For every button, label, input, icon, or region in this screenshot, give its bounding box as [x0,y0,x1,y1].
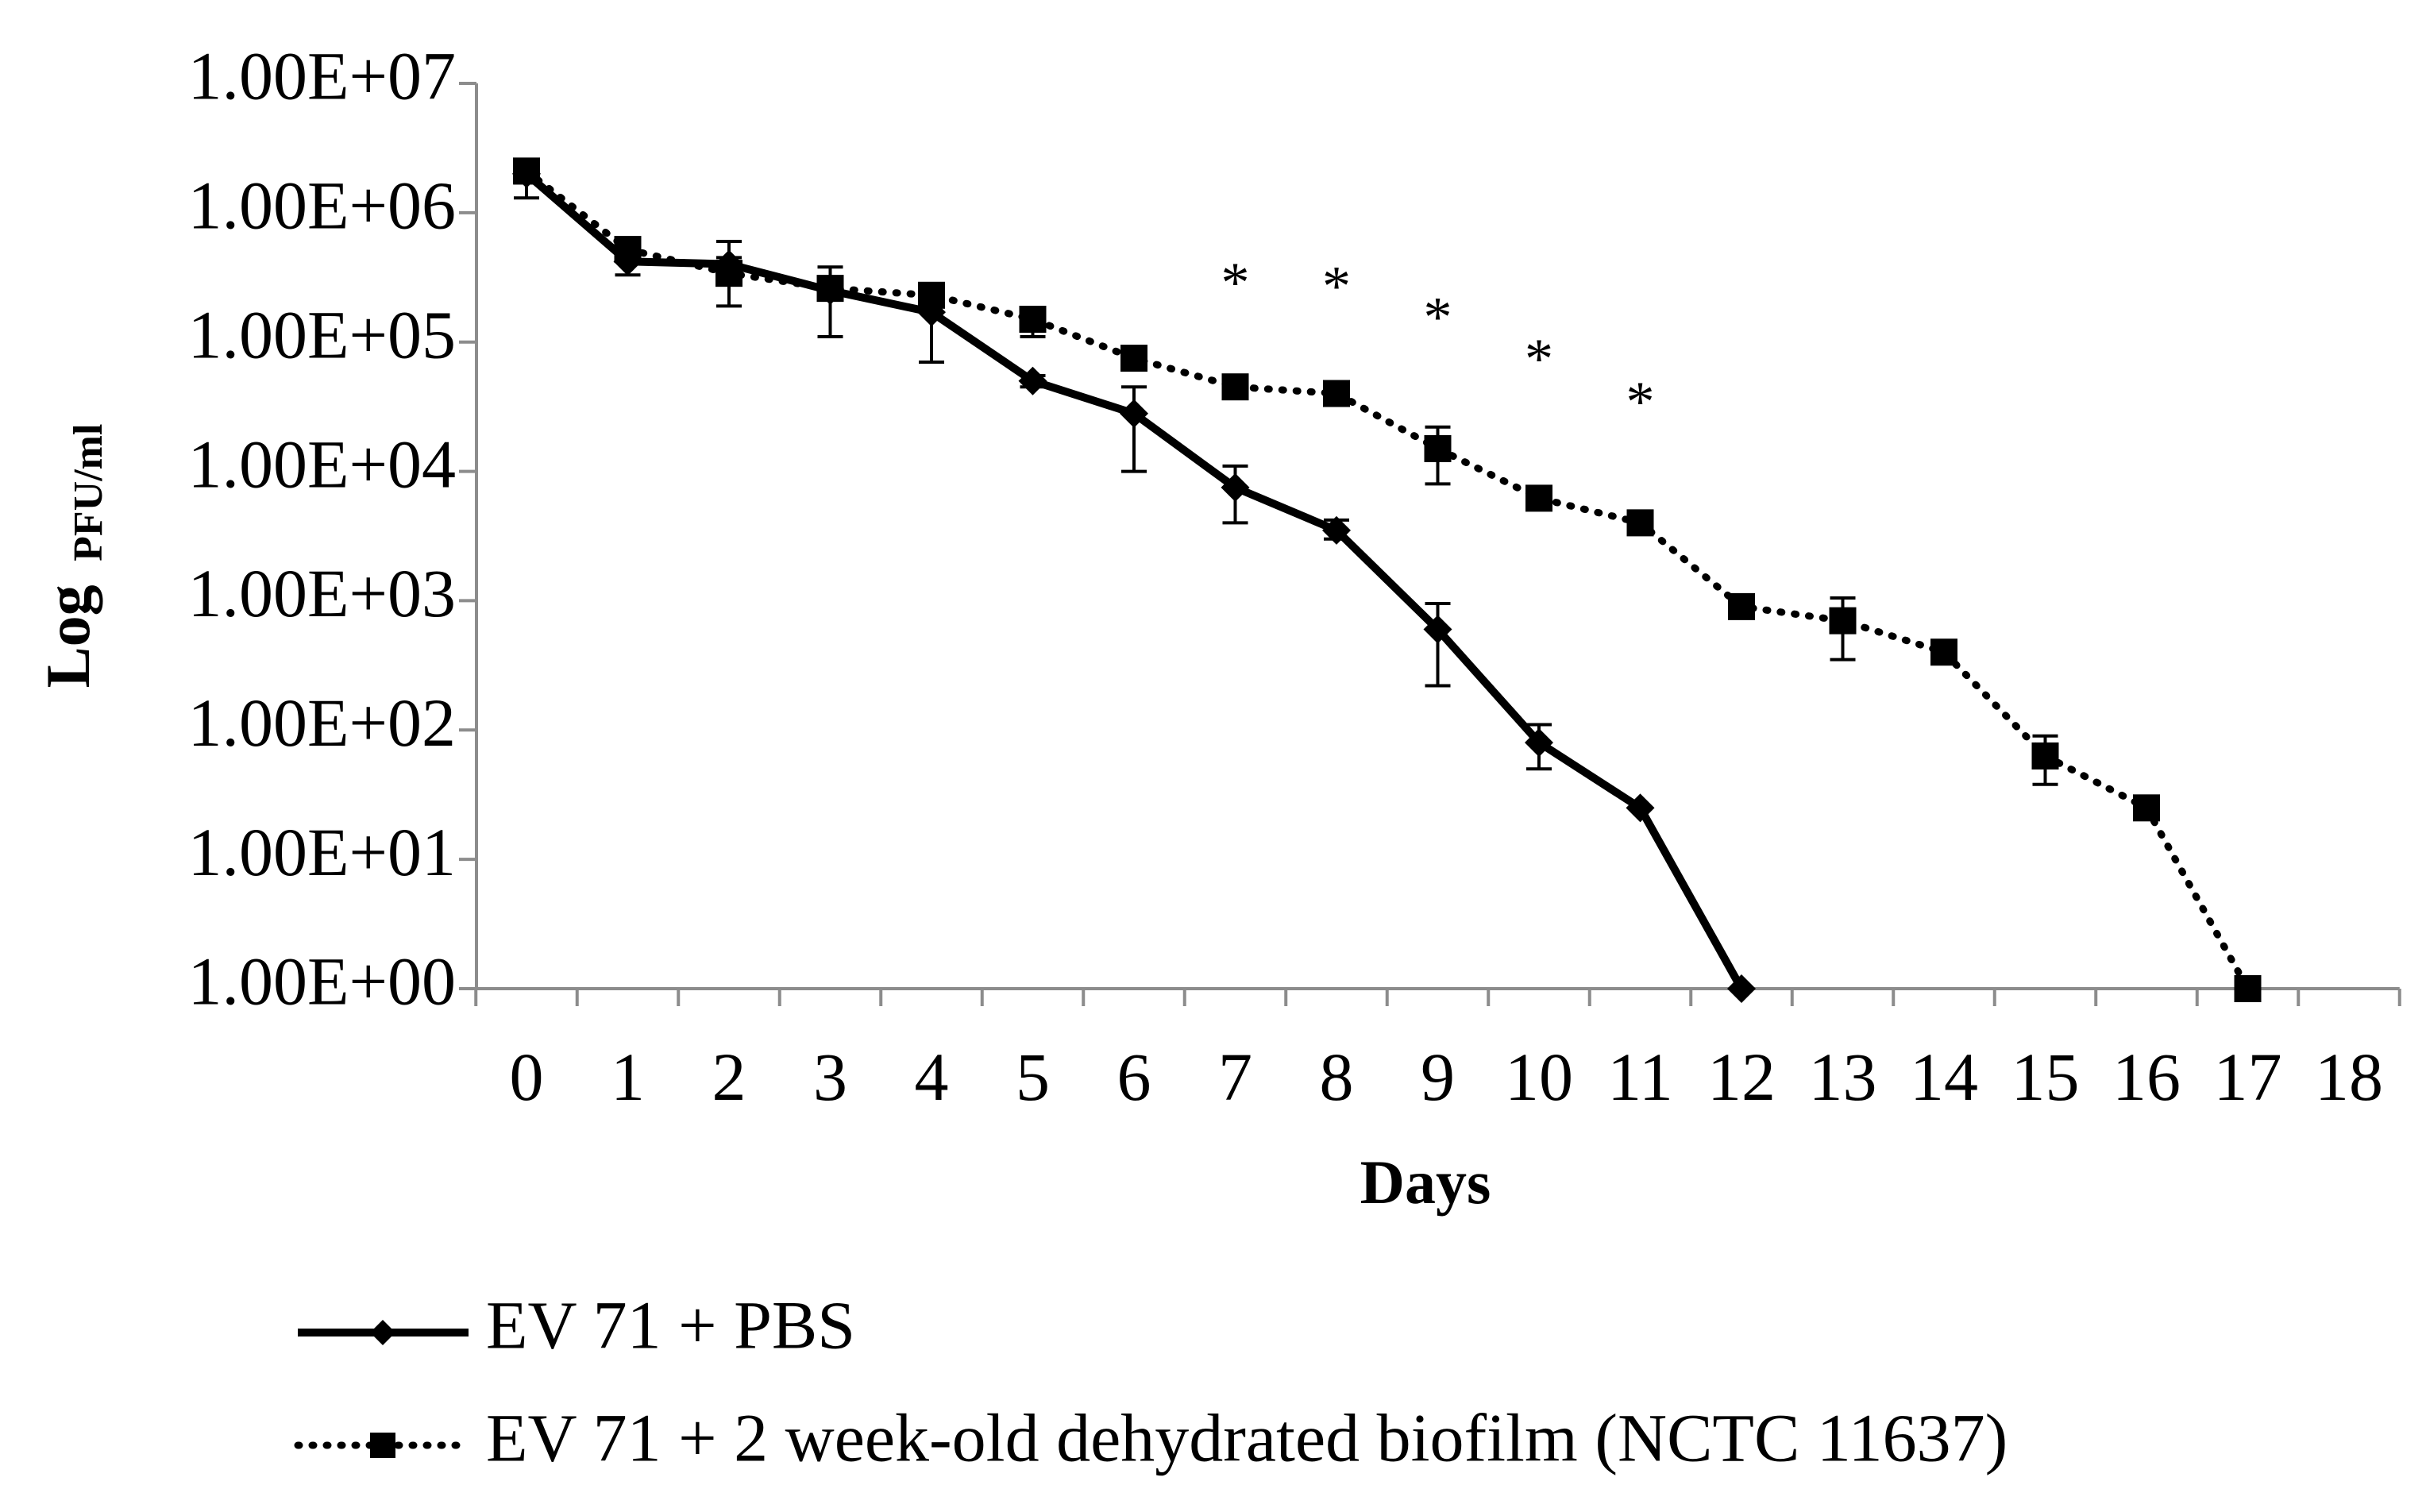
x-tick-label: 9 [1421,1039,1455,1115]
y-tick-label: 1.00E+00 [187,943,456,1020]
x-tick-label: 6 [1117,1039,1151,1115]
significance-asterisk: * [1322,254,1351,318]
data-point-biofilm [918,281,945,309]
legend-item-biofilm[interactable]: EV 71 + 2 week-old dehydrated biofilm (N… [294,1400,2008,1476]
significance-asterisk: * [1424,285,1452,349]
data-point-biofilm [1829,607,1857,634]
data-point-biofilm [1930,638,1957,666]
x-tick-label: 2 [712,1039,746,1115]
series-line-0 [523,171,1745,991]
data-point-biofilm [1525,484,1552,512]
series-line-1 [523,167,2251,993]
data-point-biofilm [1626,509,1654,537]
y-tick-label: 1.00E+07 [187,38,456,114]
series-lines [523,167,2251,993]
x-tick-label: 7 [1218,1039,1252,1115]
x-tick-label: 11 [1607,1039,1673,1115]
data-point-biofilm [1728,592,1755,620]
data-point-biofilm [1424,434,1452,462]
y-axis-title-sub: PFU/ml [66,424,111,561]
data-point-biofilm [1323,380,1350,407]
y-tick-label: 1.00E+04 [187,426,456,502]
significance-asterisk: * [1221,251,1250,314]
x-tick-label: 16 [2112,1039,2181,1115]
data-point-pbs [1423,615,1452,644]
x-tick-label: 10 [1505,1039,1573,1115]
data-point-pbs [1221,472,1250,502]
data-point-biofilm [2133,794,2160,822]
legend-item-pbs[interactable]: EV 71 + PBS [298,1287,855,1364]
significance-asterisk: * [1626,370,1655,434]
data-point-biofilm [816,275,844,303]
legend-label-biofilm: EV 71 + 2 week-old dehydrated biofilm (N… [486,1400,2008,1476]
data-point-biofilm [1120,345,1147,372]
data-point-biofilm [2031,742,2059,770]
data-point-biofilm [715,260,742,287]
data-point-biofilm [2234,975,2262,1002]
x-tick-label: 4 [915,1039,949,1115]
data-point-biofilm [513,157,540,185]
x-tick-label: 0 [510,1039,544,1115]
data-point-biofilm [614,236,642,264]
y-tick-label: 1.00E+05 [187,296,456,372]
x-tick-label: 18 [2315,1039,2383,1115]
y-tick-label: 1.00E+01 [187,814,456,890]
x-tick-label: 1 [611,1039,645,1115]
svg-text:Log PFU/ml: Log PFU/ml [33,424,111,688]
x-axis: 0 1 2 3 4 5 6 7 8 9 10 11 12 13 14 15 16 17 18 [474,987,2401,1115]
y-axis-title: Log PFU/ml [33,424,111,688]
x-tick-label: 3 [813,1039,847,1115]
data-point-biofilm [1221,373,1249,401]
legend-label-pbs: EV 71 + PBS [486,1287,855,1364]
x-tick-label: 8 [1320,1039,1354,1115]
y-tick-label: 1.00E+03 [187,555,456,631]
data-point-pbs [1018,366,1047,395]
data-point-biofilm [1019,306,1047,334]
x-tick-label: 14 [1910,1039,1978,1115]
y-tick-label: 1.00E+06 [187,168,456,244]
markers [512,157,2262,1003]
data-point-pbs [1727,974,1756,1003]
x-tick-label: 12 [1707,1039,1776,1115]
data-point-pbs [1322,515,1351,545]
legend-swatch-marker-pbs [370,1320,395,1345]
y-tick-label: 1.00E+02 [187,685,456,761]
data-point-pbs [1120,399,1148,428]
legend: EV 71 + PBS EV 71 + 2 week-old dehydrate… [294,1287,2008,1476]
data-point-pbs [1626,793,1655,823]
x-tick-label: 15 [2011,1039,2080,1115]
y-axis-title-main: Log [33,584,102,688]
annotations: * * * * * [1221,251,1655,434]
x-tick-label: 17 [2214,1039,2282,1115]
legend-swatch-marker-biofilm [370,1433,395,1458]
significance-asterisk: * [1525,327,1553,391]
y-axis: 1.00E+00 1.00E+01 1.00E+02 1.00E+03 1.00E+04… [187,38,478,1020]
x-axis-title: Days [1360,1148,1491,1217]
x-tick-label: 5 [1016,1039,1050,1115]
x-tick-label: 13 [1809,1039,1877,1115]
data-point-pbs [1525,728,1553,758]
